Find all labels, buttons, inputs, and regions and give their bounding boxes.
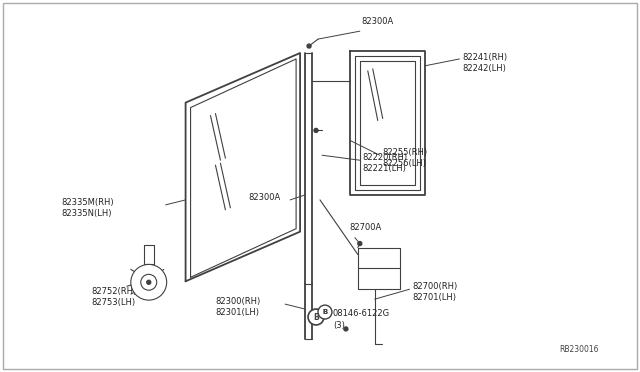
- Text: 82700A: 82700A: [350, 223, 382, 232]
- Text: B: B: [313, 312, 319, 321]
- Text: 82300(RH)
82301(LH): 82300(RH) 82301(LH): [216, 297, 260, 317]
- Circle shape: [131, 264, 166, 300]
- Circle shape: [147, 280, 151, 284]
- Text: 82335M(RH)
82335N(LH): 82335M(RH) 82335N(LH): [61, 198, 114, 218]
- Circle shape: [314, 128, 318, 132]
- Text: B: B: [323, 309, 327, 315]
- Text: 08146-6122G: 08146-6122G: [333, 309, 390, 318]
- Circle shape: [307, 44, 311, 48]
- Circle shape: [318, 305, 332, 319]
- Text: 82255(RH)
82256(LH): 82255(RH) 82256(LH): [383, 148, 428, 169]
- Text: 82300A: 82300A: [248, 193, 280, 202]
- Text: RB230016: RB230016: [559, 345, 599, 354]
- Text: 82752(RH)
82753(LH): 82752(RH) 82753(LH): [91, 287, 136, 307]
- Circle shape: [308, 309, 324, 325]
- Circle shape: [344, 327, 348, 331]
- Text: 82300A: 82300A: [362, 17, 394, 26]
- Text: 82241(RH)
82242(LH): 82241(RH) 82242(LH): [462, 53, 508, 73]
- Text: 82700(RH)
82701(LH): 82700(RH) 82701(LH): [413, 282, 458, 302]
- Circle shape: [358, 241, 362, 246]
- Circle shape: [141, 274, 157, 290]
- Text: B: B: [323, 309, 328, 315]
- Text: 82220(RH)
82221(LH): 82220(RH) 82221(LH): [363, 153, 408, 173]
- Text: (3): (3): [333, 321, 345, 330]
